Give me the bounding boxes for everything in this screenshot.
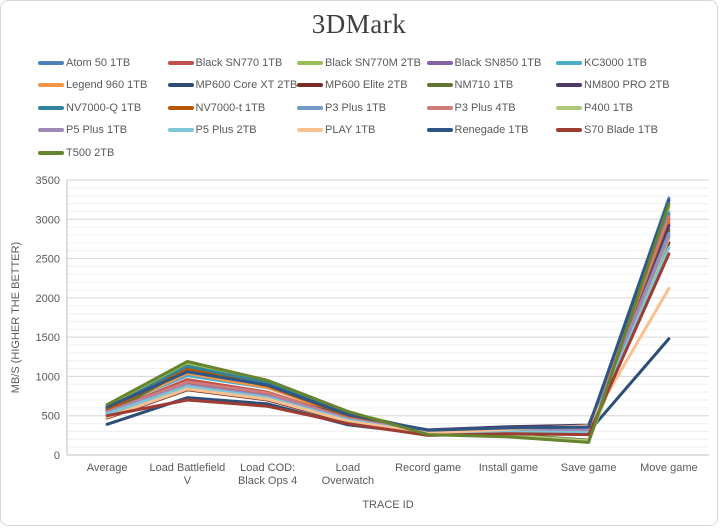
series-line: [105, 246, 671, 435]
x-axis-category-label: Load Overwatch: [322, 462, 375, 487]
legend-line-marker-icon: [38, 105, 64, 110]
legend-line-marker-icon: [167, 61, 194, 65]
legend-item: T500 2TB: [38, 146, 114, 160]
legend-line-marker-icon: [38, 150, 64, 155]
legend-item: Atom 50 1TB: [38, 56, 130, 70]
legend-line-marker-icon: [38, 61, 64, 65]
legend-line-marker-icon: [556, 61, 582, 65]
legend-line-marker-icon: [38, 128, 64, 133]
legend-item: S70 Blade 1TB: [556, 123, 658, 137]
legend-item-label: Black SN770 1TB: [195, 57, 283, 69]
legend-line-marker-icon: [167, 83, 194, 88]
legend-line-marker-icon: [297, 83, 323, 88]
y-axis-tick-label: 3500: [36, 175, 60, 187]
legend-item-label: Atom 50 1TB: [66, 57, 131, 69]
legend-item-label: NM710 1TB: [454, 79, 514, 92]
legend-item: Black SN850 1TB: [426, 56, 542, 70]
y-axis-tick-label: 500: [42, 411, 60, 423]
legend-item: NV7000-Q 1TB: [38, 101, 141, 115]
x-axis-category-label: Install game: [479, 462, 538, 474]
x-axis-title: TRACE ID: [362, 499, 413, 511]
legend-item-label: Legend 960 1TB: [66, 79, 148, 92]
legend-line-marker-icon: [556, 83, 582, 88]
y-axis-tick-label: 2000: [36, 293, 60, 305]
x-axis-category-label: Load Battlefield V: [149, 462, 225, 487]
series-line: [105, 231, 671, 435]
legend-item: Black SN770 1TB: [167, 56, 283, 70]
legend-item-label: P3 Plus 4TB: [454, 101, 516, 114]
x-axis-category-label: Record game: [395, 462, 461, 474]
legend-item: P400 1TB: [556, 101, 633, 115]
legend-line-marker-icon: [38, 83, 64, 88]
legend-item: NM800 PRO 2TB: [556, 78, 670, 92]
legend-line-marker-icon: [297, 61, 323, 65]
legend-item: P3 Plus 4TB: [426, 101, 516, 115]
legend-item: P5 Plus 1TB: [38, 123, 127, 137]
series-line: [105, 252, 671, 437]
legend-line-marker-icon: [167, 105, 194, 110]
legend-item: P3 Plus 1TB: [297, 101, 386, 115]
legend-item-label: T500 2TB: [66, 146, 115, 159]
legend-item: NM710 1TB: [426, 78, 514, 92]
x-axis-category-label: Save game: [561, 462, 617, 474]
legend-item-label: P3 Plus 1TB: [325, 101, 387, 114]
x-axis-category-label: Load COD: Black Ops 4: [238, 462, 297, 487]
legend-line-marker-icon: [297, 128, 323, 133]
legend-item-label: S70 Blade 1TB: [584, 124, 658, 137]
chart-title: 3DMark: [311, 9, 407, 39]
legend-item: Legend 960 1TB: [38, 78, 147, 92]
legend-item-label: PLAY 1TB: [325, 124, 376, 137]
series-line: [105, 196, 671, 433]
y-axis-tick-label: 1500: [36, 332, 60, 344]
legend-line-marker-icon: [426, 105, 453, 110]
legend-item: KC3000 1TB: [556, 56, 647, 70]
legend-item: P5 Plus 2TB: [167, 123, 257, 137]
series-line: [105, 234, 671, 435]
legend-line-marker-icon: [556, 105, 582, 110]
legend-item: NV7000-t 1TB: [167, 101, 266, 115]
y-axis-tick-label: 2500: [36, 254, 60, 266]
legend-item: Renegade 1TB: [426, 123, 529, 137]
legend-item: Black SN770M 2TB: [297, 56, 421, 70]
legend-item-label: Renegade 1TB: [454, 124, 529, 137]
legend-item-label: P400 1TB: [584, 101, 633, 114]
y-axis-tick-label: 3000: [36, 214, 60, 226]
series-line: [105, 229, 671, 442]
legend-item-label: P5 Plus 1TB: [66, 124, 128, 137]
legend-item: MP600 Core XT 2TB: [167, 78, 298, 92]
legend-item-label: KC3000 1TB: [584, 57, 647, 69]
series-line: [105, 202, 671, 444]
legend-item: PLAY 1TB: [297, 123, 375, 137]
legend-line-marker-icon: [426, 128, 453, 133]
series-line: [105, 236, 671, 443]
y-axis-tick-label: 0: [54, 450, 60, 462]
legend-item-label: MP600 Elite 2TB: [325, 79, 408, 92]
legend-item: MP600 Elite 2TB: [297, 78, 408, 92]
legend-item-label: P5 Plus 2TB: [195, 124, 257, 137]
legend-item-label: NV7000-t 1TB: [195, 101, 266, 114]
legend-line-marker-icon: [426, 61, 453, 65]
y-axis-title: MB/S (HIGHER THE BETTER): [10, 242, 22, 393]
legend-item-label: NM800 PRO 2TB: [584, 79, 670, 92]
legend-item-label: MP600 Core XT 2TB: [195, 79, 298, 92]
legend-line-marker-icon: [167, 128, 194, 133]
legend-item-label: Black SN850 1TB: [454, 57, 542, 69]
x-axis-category-label: Average: [87, 462, 128, 474]
y-axis-tick-label: 1000: [36, 371, 60, 383]
legend-item-label: Black SN770M 2TB: [325, 57, 421, 69]
x-axis-category-label: Move game: [640, 462, 697, 474]
legend-item-label: NV7000-Q 1TB: [66, 101, 142, 114]
series-line: [105, 241, 671, 436]
legend-line-marker-icon: [556, 128, 582, 133]
legend-line-marker-icon: [297, 105, 323, 110]
legend-line-marker-icon: [426, 83, 453, 88]
